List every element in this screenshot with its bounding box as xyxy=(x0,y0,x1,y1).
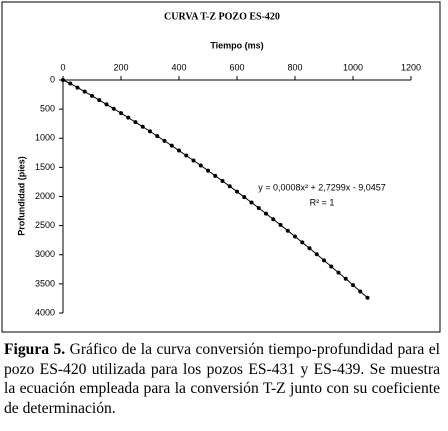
data-point xyxy=(184,153,189,158)
caption: Figura 5. Gráfico de la curva conversión… xyxy=(4,340,440,418)
data-point xyxy=(140,124,145,129)
y-tick-label: 500 xyxy=(40,104,55,114)
data-point xyxy=(227,184,232,189)
data-point xyxy=(119,111,123,116)
y-tick-label: 1500 xyxy=(35,162,55,172)
data-point xyxy=(61,78,65,82)
data-point xyxy=(314,252,319,257)
y-tick-label: 3000 xyxy=(35,249,55,259)
data-point xyxy=(133,120,138,125)
chart-border xyxy=(1,1,441,333)
x-axis-label: Tiempo (ms) xyxy=(210,40,263,50)
data-point xyxy=(75,85,80,90)
data-point xyxy=(322,258,326,263)
data-point xyxy=(293,234,297,239)
data-point xyxy=(300,240,305,245)
x-tick-label: 1000 xyxy=(343,62,363,72)
data-point xyxy=(198,163,203,168)
x-tick-label: 400 xyxy=(171,62,186,72)
data-point xyxy=(97,98,102,103)
data-point xyxy=(191,158,196,163)
y-axis-label: Profundidad (pies) xyxy=(16,156,26,236)
data-point xyxy=(249,200,254,205)
data-point xyxy=(329,264,334,269)
data-point xyxy=(162,138,167,143)
y-tick-label: 2500 xyxy=(35,220,55,230)
data-point xyxy=(111,106,116,111)
data-point xyxy=(155,134,160,139)
data-point xyxy=(278,222,283,227)
data-point xyxy=(256,206,261,211)
y-tick-label: 3500 xyxy=(35,278,55,288)
data-point xyxy=(177,148,181,153)
data-point xyxy=(358,289,363,294)
caption-label: Figura 5. xyxy=(4,341,66,358)
x-tick-label: 800 xyxy=(287,62,302,72)
data-point xyxy=(336,270,341,275)
data-point xyxy=(220,179,225,184)
caption-text: Gráfico de la curva conversión tiempo-pr… xyxy=(4,341,440,417)
x-tick-label: 1200 xyxy=(401,62,421,72)
chart: CURVA T-Z POZO ES-420 Tiempo (ms) Profun… xyxy=(1,1,441,333)
y-tick-label: 2000 xyxy=(35,191,55,201)
data-point xyxy=(90,93,94,98)
y-tick-label: 4000 xyxy=(35,307,55,317)
chart-title: CURVA T-Z POZO ES-420 xyxy=(164,11,280,22)
x-tick-label: 600 xyxy=(229,62,244,72)
y-tick-label: 1000 xyxy=(35,133,55,143)
data-point xyxy=(343,276,348,281)
data-point xyxy=(351,283,355,288)
r2-annotation: R² = 1 xyxy=(310,197,335,207)
data-point xyxy=(307,246,312,251)
data-point xyxy=(264,211,268,216)
data-point xyxy=(271,217,276,222)
data-point xyxy=(285,228,290,233)
data-point xyxy=(365,295,370,300)
y-tick-label: 0 xyxy=(50,74,55,84)
data-point xyxy=(169,143,174,148)
data-point xyxy=(242,195,247,200)
data-point xyxy=(126,115,131,120)
x-tick-label: 0 xyxy=(60,62,65,72)
data-point xyxy=(235,189,239,194)
data-point xyxy=(68,81,73,86)
data-point xyxy=(148,129,152,134)
equation-annotation: y = 0,0008x² + 2,7299x - 9,0457 xyxy=(258,182,386,192)
data-point xyxy=(82,89,87,94)
data-point xyxy=(213,173,218,178)
data-point xyxy=(206,168,210,173)
data-point xyxy=(104,102,109,107)
x-tick-label: 200 xyxy=(113,62,128,72)
